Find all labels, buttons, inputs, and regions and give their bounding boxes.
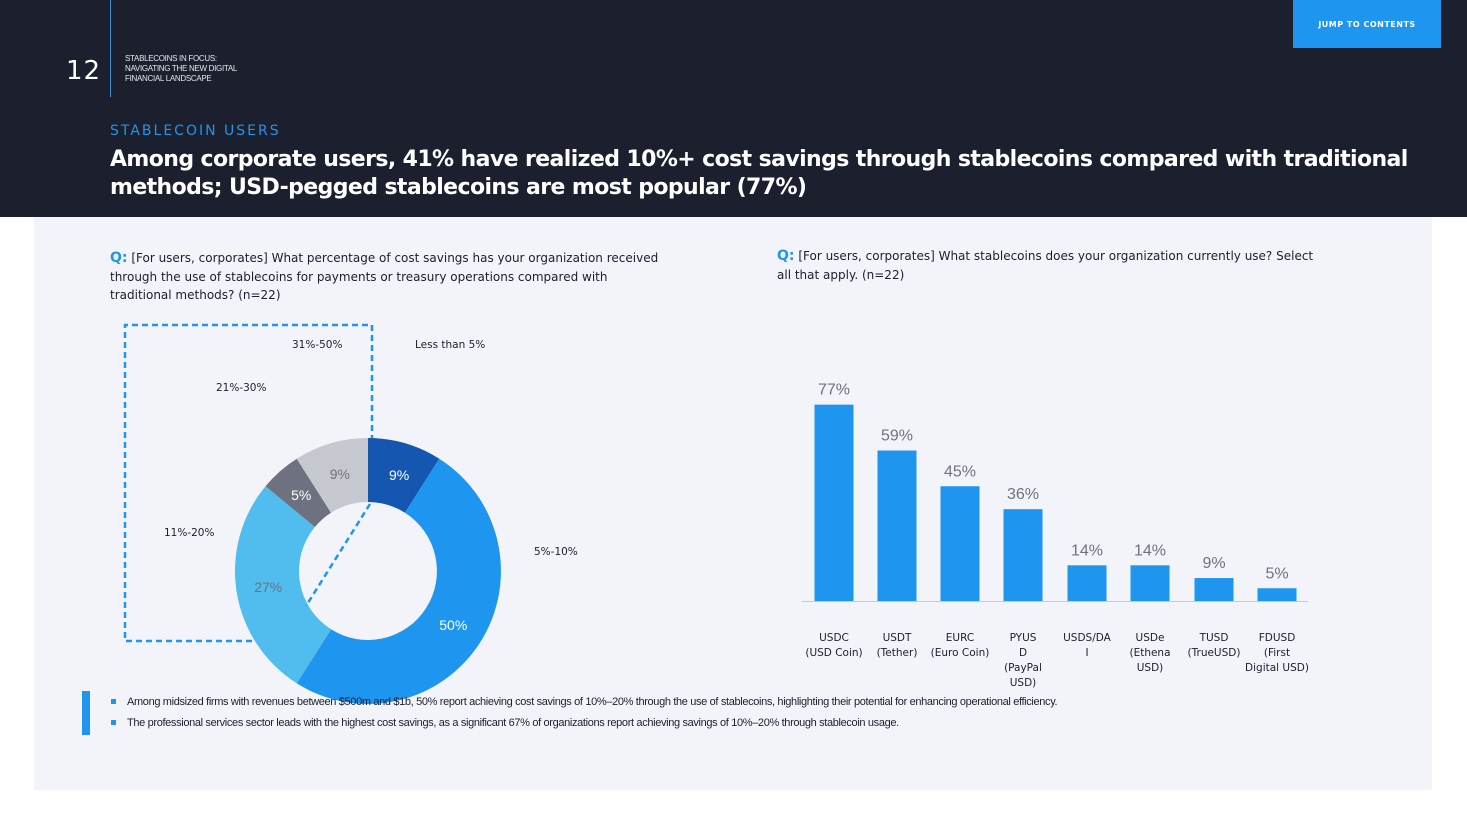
highlight-dashed-outline bbox=[123, 323, 374, 643]
donut-slice bbox=[235, 486, 332, 684]
donut-slice bbox=[296, 438, 368, 513]
donut-category-label: 31%-50% bbox=[292, 339, 342, 351]
page-headline: Among corporate users, 41% have realized… bbox=[110, 147, 1408, 200]
donut-value-label: 9% bbox=[330, 466, 350, 482]
bar-category-label-line: (Euro Coin) bbox=[931, 647, 990, 659]
takeaway-text: The professional services sector leads w… bbox=[127, 717, 899, 729]
bar-category-label-line: USD) bbox=[1137, 662, 1164, 674]
bar-category-label-line: FDUSD bbox=[1259, 632, 1296, 644]
bar-category-label: EURC (Euro Coin) bbox=[931, 632, 990, 659]
bar-category-label-line: (Tether) bbox=[877, 647, 918, 659]
bar-category-label-line: USDT bbox=[883, 632, 912, 644]
bar bbox=[940, 486, 980, 601]
takeaways-accent-bar bbox=[82, 691, 90, 735]
bar bbox=[1194, 578, 1234, 601]
donut-value-label: 27% bbox=[254, 579, 282, 595]
bar-value-label: 14% bbox=[1134, 542, 1166, 559]
bar-category-label: USDS/DA I bbox=[1063, 632, 1112, 659]
bar-question: Q: [For users, corporates] What stableco… bbox=[777, 247, 1317, 284]
takeaway-item: Among midsized firms with revenues betwe… bbox=[111, 696, 1058, 708]
bar-category-label-line: USDC bbox=[819, 632, 849, 644]
takeaway-text: Among midsized firms with revenues betwe… bbox=[127, 696, 1058, 708]
donut-slice bbox=[296, 458, 501, 704]
bar-question-text: [For users, corporates] What stablecoins… bbox=[777, 249, 1314, 282]
donut-category-label: 21%-30% bbox=[216, 382, 266, 394]
bar-category-label-line: USDS/DA bbox=[1063, 632, 1112, 644]
bar-category-label-line: (TrueUSD) bbox=[1188, 647, 1241, 659]
donut-value-label: 9% bbox=[389, 467, 409, 483]
donut-slice bbox=[368, 438, 440, 513]
bar-category-label-line: USDe bbox=[1136, 632, 1165, 644]
bar-category-label-line: (PayPal bbox=[1004, 662, 1042, 674]
bar bbox=[814, 404, 854, 601]
bar bbox=[1130, 565, 1170, 601]
bar-value-label: 59% bbox=[881, 428, 913, 445]
donut-category-label: 5%-10% bbox=[534, 546, 578, 558]
bar-value-label: 77% bbox=[818, 382, 850, 399]
bar-category-label-line: (Ethena bbox=[1129, 647, 1170, 659]
bar-value-label: 14% bbox=[1071, 542, 1103, 559]
bar bbox=[1257, 588, 1297, 601]
bar-value-label: 9% bbox=[1202, 555, 1225, 572]
donut-value-label: 50% bbox=[439, 617, 467, 633]
report-title-line: STABLECOINS IN FOCUS: bbox=[125, 54, 217, 63]
page-number: 12 bbox=[66, 56, 102, 86]
takeaway-item: The professional services sector leads w… bbox=[111, 717, 899, 729]
bullet-square-icon bbox=[111, 699, 116, 704]
report-title-line: NAVIGATING THE NEW DIGITAL bbox=[125, 64, 238, 73]
bar-category-label-line: D bbox=[1019, 647, 1027, 659]
donut-question: Q: [For users, corporates] What percenta… bbox=[110, 249, 670, 305]
donut-category-label: Less than 5% bbox=[415, 339, 485, 351]
bar-category-label-line: EURC bbox=[946, 632, 974, 644]
bar-category-label: USDC (USD Coin) bbox=[805, 632, 862, 659]
header-divider bbox=[110, 0, 111, 97]
bullet-square-icon bbox=[111, 720, 116, 725]
bar bbox=[1003, 509, 1043, 601]
bar-category-label: USDe (Ethena USD) bbox=[1129, 632, 1170, 674]
bar bbox=[1067, 565, 1107, 601]
bar-value-label: 45% bbox=[944, 463, 976, 480]
donut-slice bbox=[265, 458, 332, 528]
bar-category-label: TUSD (TrueUSD) bbox=[1188, 632, 1241, 659]
bar-category-label-line: TUSD bbox=[1199, 632, 1229, 644]
donut-value-label: 5% bbox=[291, 487, 311, 503]
question-prefix: Q: bbox=[110, 250, 128, 266]
bar-category-label-line: PYUS bbox=[1010, 632, 1037, 644]
bar-category-label: USDT (Tether) bbox=[877, 632, 918, 659]
bar bbox=[877, 450, 917, 601]
report-title: STABLECOINS IN FOCUS: NAVIGATING THE NEW… bbox=[125, 54, 275, 84]
bar-category-label-line: USD) bbox=[1010, 677, 1037, 689]
jump-to-contents-button[interactable]: JUMP TO CONTENTS bbox=[1293, 0, 1441, 48]
bar-category-label-line: I bbox=[1085, 647, 1088, 659]
bar-category-label: FDUSD (First Digital USD) bbox=[1245, 632, 1309, 674]
bar-category-label-line: (USD Coin) bbox=[805, 647, 862, 659]
header-band bbox=[0, 0, 1467, 217]
bar-category-label-line: Digital USD) bbox=[1245, 662, 1309, 674]
report-title-line: FINANCIAL LANDSCAPE bbox=[125, 74, 212, 83]
donut-category-label: 11%-20% bbox=[164, 527, 214, 539]
section-label: STABLECOIN USERS bbox=[110, 123, 281, 139]
bar-category-label: PYUS D (PayPal USD) bbox=[1004, 632, 1042, 689]
bar-value-label: 36% bbox=[1007, 486, 1039, 503]
donut-question-text: [For users, corporates] What percentage … bbox=[110, 251, 659, 302]
bar-value-label: 5% bbox=[1265, 565, 1288, 582]
bar-category-label-line: (First bbox=[1264, 647, 1290, 659]
question-prefix: Q: bbox=[777, 248, 795, 264]
